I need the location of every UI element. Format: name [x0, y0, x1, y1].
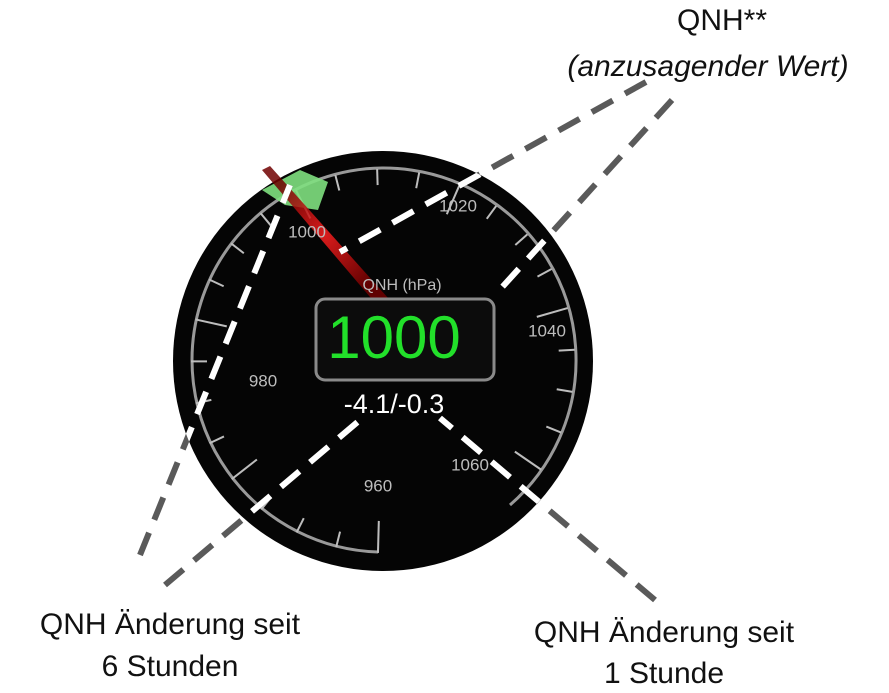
- needle: [262, 166, 388, 304]
- annotation-title: QNH**: [677, 4, 767, 37]
- scale-label: 1040: [528, 321, 566, 340]
- tick: [545, 425, 562, 434]
- scale-label: 1000: [288, 222, 326, 241]
- scale-label: 960: [364, 476, 392, 495]
- tick: [556, 388, 573, 393]
- tick: [209, 435, 225, 445]
- tick: [230, 242, 245, 255]
- tick: [195, 318, 228, 328]
- tick: [514, 450, 542, 471]
- tick: [485, 205, 498, 220]
- tick: [295, 517, 305, 533]
- scale-label: 1060: [451, 455, 489, 474]
- scale-label: 1020: [439, 196, 477, 215]
- annotation-lines: [137, 79, 675, 603]
- tick: [537, 268, 553, 278]
- tick: [415, 172, 421, 189]
- annotation-text: QNH Änderung seit: [40, 608, 301, 641]
- gauge-ticks: [190, 169, 575, 553]
- annotation-text: 6 Stunden: [102, 650, 239, 683]
- tick: [536, 307, 568, 318]
- tick: [334, 174, 341, 191]
- annotation-subtitle: (anzusagender Wert): [567, 50, 848, 83]
- scale-label: 980: [249, 371, 277, 390]
- green-sector: [262, 170, 328, 210]
- tick: [376, 520, 380, 553]
- tick: [514, 233, 529, 246]
- tick: [558, 348, 575, 352]
- value-box: [314, 297, 496, 382]
- tick: [208, 278, 225, 288]
- annotation-text: 1 Stunde: [604, 657, 724, 690]
- tick: [231, 458, 258, 480]
- tick: [259, 212, 272, 227]
- annotation-text: QNH Änderung seit: [534, 616, 795, 649]
- qnh-change: -4.1/-0.3: [344, 389, 445, 419]
- qnh-value: 1000: [327, 304, 460, 371]
- tick: [335, 531, 342, 548]
- unit-label: QNH (hPa): [362, 277, 441, 294]
- tick: [445, 184, 461, 215]
